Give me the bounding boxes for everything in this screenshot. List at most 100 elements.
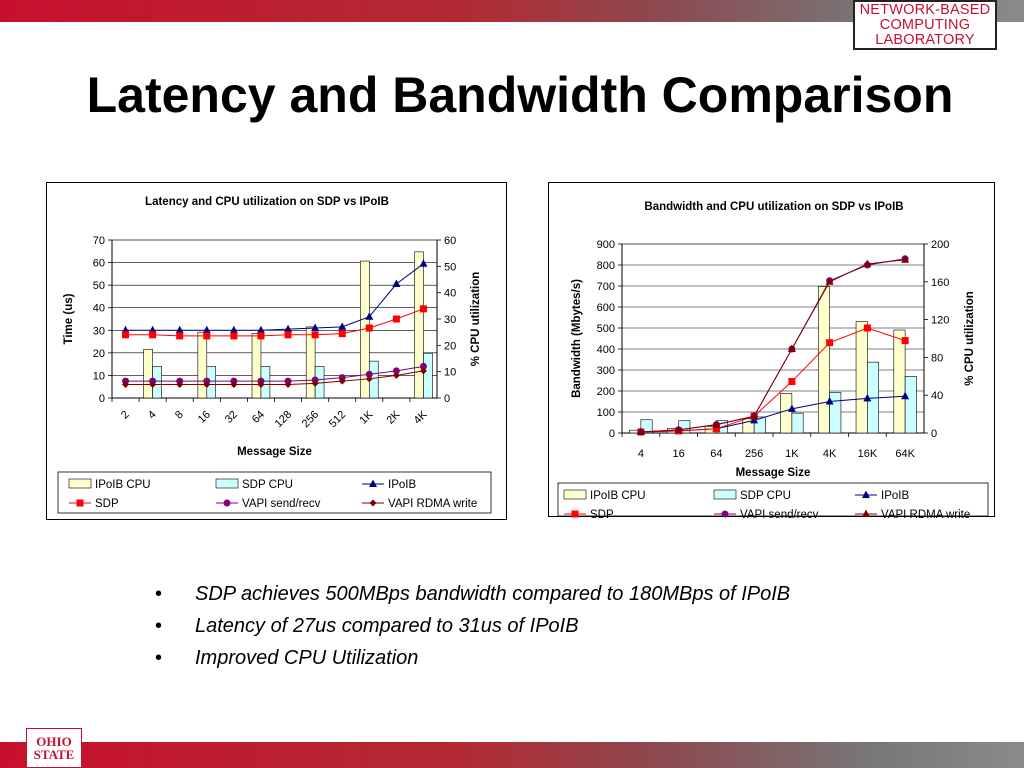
line-marker: [419, 305, 427, 313]
bottom-color-band: [0, 742, 1024, 768]
line-marker: [826, 339, 834, 347]
y2-tick-label: 10: [444, 367, 456, 379]
legend-label: SDP CPU: [242, 479, 293, 491]
line-marker: [787, 404, 796, 412]
bar: [904, 376, 917, 434]
line-marker: [901, 255, 910, 263]
x-tick-label: 2: [119, 409, 132, 422]
bar: [143, 348, 153, 399]
x-tick-label: 16: [196, 409, 213, 426]
y-tick-label: 60: [93, 258, 105, 270]
x-tick-label: 8: [173, 409, 186, 422]
legend-label: VAPI send/recv: [242, 498, 321, 510]
y-tick-label: 0: [99, 393, 105, 405]
bandwidth-chart-svg: Bandwidth and CPU utilization on SDP vs …: [557, 201, 989, 518]
latency-chart-svg: Latency and CPU utilization on SDP vs IP…: [57, 196, 492, 514]
y2-axis-title: % CPU utilization: [964, 291, 976, 386]
line-marker: [284, 324, 293, 333]
line-marker: [175, 325, 184, 334]
legend-label: IPoIB CPU: [95, 479, 151, 491]
line-marker: [149, 331, 157, 339]
line-marker: [230, 332, 238, 340]
x-tick-label: 4: [146, 409, 159, 422]
line-marker: [149, 380, 157, 388]
x-tick-label: 64K: [895, 448, 915, 460]
bullet-text: Improved CPU Utilization: [195, 647, 419, 669]
line-marker: [863, 393, 872, 402]
y-tick-label: 600: [597, 302, 615, 314]
top-color-band: [0, 0, 1024, 22]
x-tick-label: 128: [273, 409, 294, 430]
line-marker: [419, 259, 428, 267]
y-tick-label: 500: [597, 323, 615, 335]
y2-axis-title: % CPU utilization: [470, 272, 482, 367]
y-tick-label: 40: [93, 303, 105, 315]
line-marker: [365, 324, 373, 332]
lab-logo: NETWORK-BASED COMPUTING LABORATORY: [853, 0, 997, 50]
bullet-text: Latency of 27us compared to 31us of IPoI…: [195, 615, 579, 637]
line-marker: [203, 332, 211, 340]
line-marker: [257, 332, 265, 340]
line-marker: [787, 344, 796, 352]
osu-logo-line: OHIO: [36, 734, 72, 749]
line-marker: [229, 325, 238, 334]
line-marker: [256, 325, 265, 334]
osu-logo: OHIO STATE: [26, 728, 82, 768]
legend-label: SDP CPU: [740, 490, 791, 502]
y-tick-label: 400: [597, 344, 615, 356]
legend-label: IPoIB: [881, 490, 909, 502]
y2-tick-label: 80: [931, 352, 943, 364]
y-tick-label: 30: [93, 325, 105, 337]
bullet-glyph: •: [155, 647, 163, 669]
line-marker: [392, 367, 400, 375]
line-marker: [392, 371, 400, 379]
line-marker: [825, 397, 834, 405]
legend-label: IPoIB CPU: [590, 490, 646, 502]
bar: [780, 393, 793, 434]
y-axis-title: Bandwidth (Mbytes/s): [571, 279, 583, 398]
line-marker: [311, 331, 319, 339]
bullet-glyph: •: [155, 615, 163, 637]
line-marker: [338, 322, 347, 330]
line-marker: [203, 380, 211, 388]
line-marker: [202, 325, 211, 334]
bar: [305, 326, 316, 399]
y2-tick-label: 120: [931, 315, 949, 327]
bar: [640, 419, 653, 434]
y2-tick-label: 50: [444, 261, 456, 273]
y-tick-label: 700: [597, 281, 615, 293]
bar: [855, 321, 868, 434]
x-tick-label: 1K: [785, 448, 799, 460]
line-marker: [369, 499, 377, 507]
bandwidth-chart: Bandwidth and CPU utilization on SDP vs …: [548, 182, 995, 518]
y-tick-label: 20: [93, 348, 105, 360]
series-line: [640, 259, 906, 433]
legend-label: VAPI RDMA write: [881, 509, 970, 518]
bullet-item: • SDP achieves 500MBps bandwidth compare…: [155, 580, 975, 612]
line-marker: [863, 259, 872, 267]
line-marker: [365, 370, 373, 378]
x-tick-label: 256: [745, 448, 763, 460]
y2-tick-label: 160: [931, 277, 949, 289]
legend-label: SDP: [95, 498, 119, 510]
bar: [753, 416, 766, 434]
x-tick-label: 64: [250, 409, 267, 426]
line-marker: [176, 332, 184, 340]
line-marker: [901, 337, 909, 345]
line-marker: [76, 499, 84, 507]
bar: [414, 251, 424, 399]
legend-swatch: [563, 489, 587, 500]
x-tick-label: 512: [327, 409, 348, 430]
line-marker: [338, 330, 346, 338]
x-tick-label: 4: [638, 448, 644, 460]
line-marker: [230, 380, 238, 388]
line-marker: [392, 279, 401, 288]
bar: [423, 352, 433, 399]
y-tick-label: 50: [93, 280, 105, 292]
y-tick-label: 800: [597, 260, 615, 272]
line-marker: [365, 312, 374, 320]
y2-tick-label: 20: [444, 340, 456, 352]
bullet-item: • Improved CPU Utilization: [155, 644, 975, 676]
x-tick-label: 256: [300, 409, 321, 430]
y2-tick-label: 60: [444, 235, 456, 247]
